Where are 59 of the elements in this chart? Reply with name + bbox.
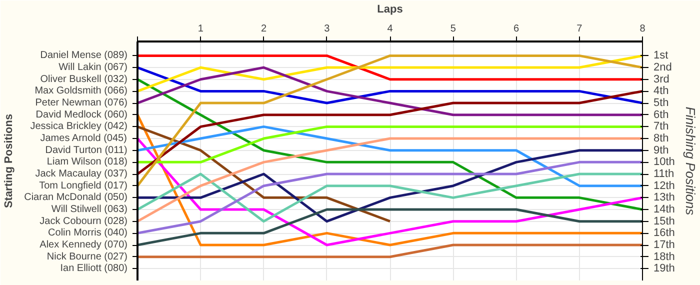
y-tick-label: 3rd	[654, 73, 670, 86]
line-series	[138, 208, 642, 246]
line-series	[138, 137, 642, 246]
series-label: Jack Macaulay (037)	[35, 168, 128, 180]
x-tick-label: 1	[198, 24, 204, 34]
y-tick-label: 15th	[654, 215, 675, 228]
series-label: Daniel Mense (089)	[40, 50, 128, 62]
line-series	[138, 54, 642, 188]
series-label: Tom Longfield (017)	[39, 180, 128, 192]
y-tick-label: 8th	[654, 132, 669, 145]
series-label: David Medlock (060)	[36, 109, 128, 120]
y-axis-title: Finishing Positions	[682, 106, 698, 216]
series-label: Will Lakin (067)	[58, 62, 128, 74]
y-tick-label: 7th	[654, 120, 669, 133]
series-label: Ciaran McDonald (050)	[24, 192, 128, 204]
y-tick-label: 14th	[654, 204, 675, 216]
y-tick-label: 1st	[654, 50, 668, 62]
line-series	[138, 125, 642, 188]
line-series	[138, 160, 642, 234]
y-tick-label: 6th	[654, 108, 669, 121]
y-tick-label: 13th	[654, 192, 675, 204]
y-tick-label: 2nd	[654, 62, 672, 74]
y-tick-label: 10th	[654, 156, 675, 168]
y-tick-label: 12th	[654, 180, 675, 192]
y-tick-label: 9th	[654, 144, 669, 156]
y-tick-label: 17th	[654, 239, 675, 252]
text: Starting Positions	[3, 114, 16, 208]
line-series	[138, 90, 642, 176]
series-label: Peter Newman (076)	[35, 98, 128, 109]
series-label: Alex Kennedy (070)	[40, 240, 128, 251]
y-tick-label: 4th	[654, 85, 669, 98]
line-series	[138, 172, 642, 223]
x-tick-label: 6	[513, 24, 520, 34]
x-tick-label: 7	[576, 24, 583, 34]
series-label: Jessica Brickley (042)	[30, 121, 128, 132]
y-tick-label: 19th	[654, 262, 675, 275]
series-label: Jack Cobourn (028)	[40, 216, 128, 227]
text: Ian Elliott (080)	[60, 263, 128, 274]
x-tick-label: 5	[450, 24, 456, 34]
x-tick-label: 8	[640, 24, 646, 34]
series-label: David Turton (011)	[45, 144, 128, 156]
series-label: Oliver Buskell (032)	[40, 74, 128, 85]
series-label: Colin Morris (040)	[48, 228, 128, 239]
series-label: Nick Bourne (027)	[46, 251, 128, 262]
line-series	[138, 66, 642, 116]
y-tick-label: 18th	[654, 250, 675, 263]
y-tick-label: 16th	[654, 227, 675, 240]
x-tick-label: 3	[324, 24, 330, 34]
y-tick-label: 11th	[654, 168, 674, 180]
series-label: James Arnold (045)	[40, 133, 127, 144]
series-label: Liam Wilson (018)	[46, 156, 128, 168]
series-label: Max Goldsmith (066)	[34, 86, 128, 97]
x-axis-title: Laps	[377, 4, 403, 16]
series-label: Will Stilwell (063)	[51, 204, 128, 216]
line-series	[138, 54, 642, 92]
line-series	[138, 78, 642, 211]
x-tick-label: 4	[387, 24, 394, 34]
y-tick-label: 5th	[654, 97, 669, 110]
x-tick-label: 2	[260, 24, 267, 34]
